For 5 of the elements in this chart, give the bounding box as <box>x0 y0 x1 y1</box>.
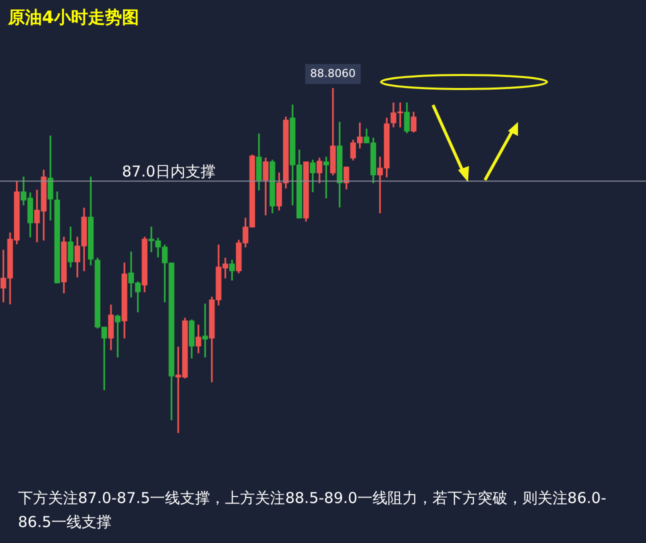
ref-line-label: 87.0日内支撑 <box>122 162 216 181</box>
text: 下方关注87.0-87.5一线支撑，上方关注88.5-89.0一线阻力，若下方突破，则关注86.0-86.5一线支撑 <box>18 488 608 533</box>
annotation: 88.8060 <box>310 66 356 80</box>
candlestick <box>48 136 54 220</box>
chart-title: 原油4小时走势图 <box>8 7 139 29</box>
